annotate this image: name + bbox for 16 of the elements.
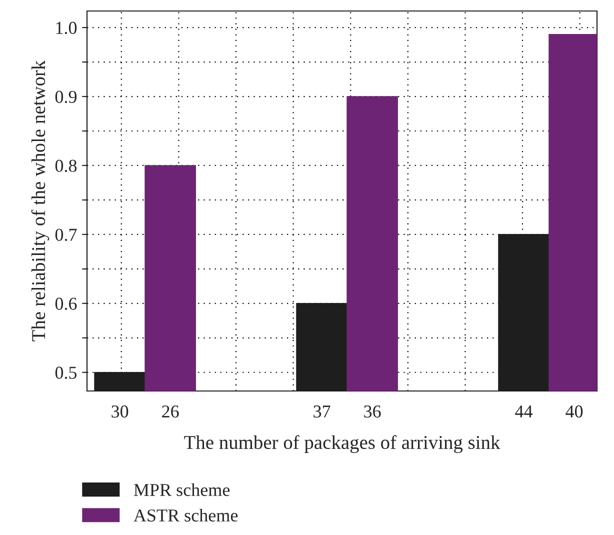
legend-label: MPR scheme [134,483,230,496]
x-tick-label: 36 [364,405,381,418]
x-tick-label: 40 [566,405,583,418]
legend-label: ASTR scheme [134,508,238,522]
x-tick-label: 44 [515,406,533,418]
y-tick-label: 0.8 [55,160,77,172]
y-tick-label: 0.6 [55,298,77,310]
x-tick-label: 30 [112,405,128,418]
x-tick-label: 26 [162,405,179,418]
y-tick-label: 1.0 [56,22,77,34]
x-tick-label: 37 [314,405,330,418]
y-axis-title: The reliability of the whole network [31,60,50,342]
y-tick-label: 0.7 [55,228,77,241]
y-tick-label: 0.5 [55,366,77,379]
y-tick-label: 0.9 [55,90,77,104]
x-axis-title: The number of packages of arriving sink [184,435,500,454]
